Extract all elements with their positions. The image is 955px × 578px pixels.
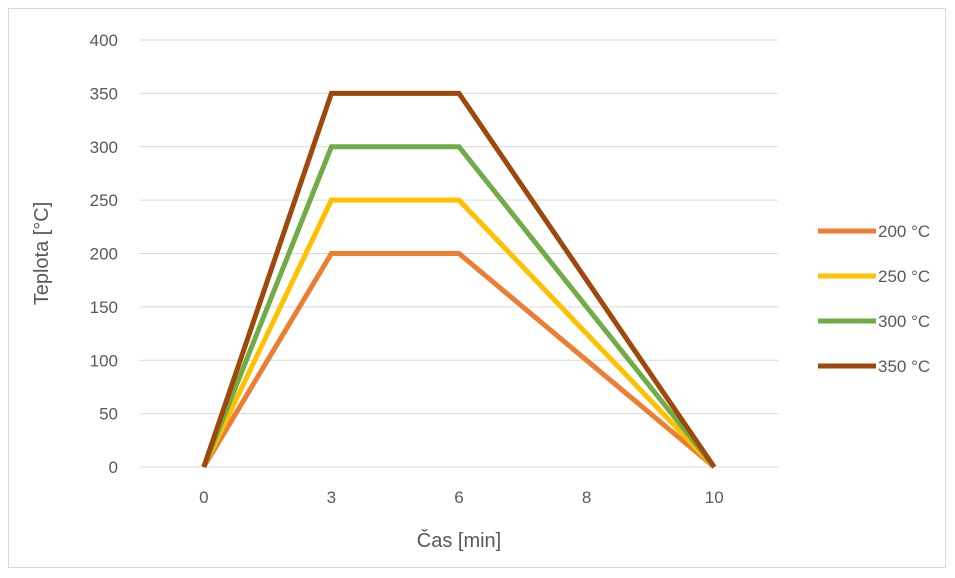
x-tick-label: 0 (199, 488, 208, 507)
y-tick-label: 0 (109, 458, 118, 477)
legend-label: 350 °C (878, 357, 930, 376)
series-line-0 (201, 251, 716, 469)
legend-label: 200 °C (878, 222, 930, 241)
legend-label: 250 °C (878, 267, 930, 286)
x-tick-label: 8 (582, 488, 591, 507)
x-tick-label: 3 (327, 488, 336, 507)
y-tick-label: 350 (90, 84, 118, 103)
y-tick-label: 200 (90, 245, 118, 264)
chart-frame (8, 8, 946, 568)
x-axis-title: Čas [min] (417, 529, 501, 552)
y-tick-label: 150 (90, 298, 118, 317)
series-lines (201, 90, 717, 469)
y-tick-label: 250 (90, 191, 118, 210)
y-tick-label: 400 (90, 31, 118, 50)
x-tick-label: 6 (454, 488, 463, 507)
x-axis-ticks: 0 3 6 8 10 (199, 488, 724, 507)
y-tick-label: 100 (90, 351, 118, 370)
series-line-1 (201, 197, 717, 469)
series-line-2 (201, 144, 717, 469)
y-axis-ticks: 0 50 100 150 200 250 300 350 400 (90, 31, 118, 477)
y-tick-label: 50 (99, 405, 118, 424)
y-axis-title: Teplota [°C] (31, 202, 53, 306)
legend-label: 300 °C (878, 312, 930, 331)
y-tick-label: 300 (90, 138, 118, 157)
series-line-3 (201, 90, 717, 469)
x-tick-label: 10 (705, 488, 724, 507)
legend: 200 °C 250 °C 300 °C 350 °C (818, 222, 930, 376)
